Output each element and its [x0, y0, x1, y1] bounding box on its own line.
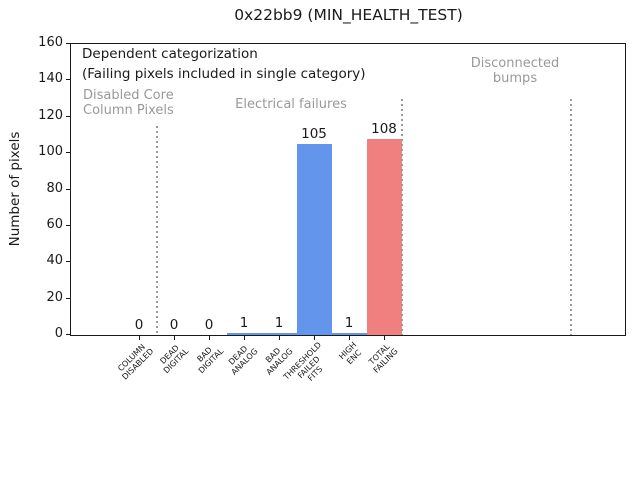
- x-tick-label: HIGH ENC: [337, 340, 364, 367]
- x-tick-mark: [174, 336, 175, 340]
- x-tick-mark: [244, 336, 245, 340]
- y-tick-label: 100: [38, 144, 63, 160]
- annotation-method-line1: Dependent categorization: [82, 46, 258, 62]
- region-separator-dotted-line: [400, 98, 403, 335]
- y-tick-mark: [66, 334, 70, 335]
- x-tick-label: TOTAL FAILING: [367, 342, 400, 375]
- y-tick-mark: [66, 224, 70, 226]
- y-tick-label: 120: [38, 107, 63, 123]
- bar-dead-analog: [227, 333, 262, 335]
- y-tick-mark: [66, 297, 70, 299]
- y-tick-label: 60: [46, 216, 63, 232]
- plot-area: Dependent categorization (Failing pixels…: [38, 36, 626, 383]
- region-label-disabled-core: Disabled Core Column Pixels: [83, 88, 174, 118]
- y-tick-label: 160: [38, 35, 63, 50]
- y-tick-mark: [66, 79, 70, 81]
- y-tick-label: 80: [46, 180, 63, 196]
- chart-title: 0x22bb9 (MIN_HEALTH_TEST): [234, 6, 463, 24]
- x-tick-mark: [279, 336, 280, 340]
- region-separator-dotted-line: [570, 98, 573, 335]
- bar-value-label: 0: [204, 317, 214, 333]
- x-tick-label: DEAD DIGITAL: [158, 343, 190, 376]
- x-tick-label: DEAD ANALOG: [227, 344, 260, 377]
- bar-high-enc: [332, 333, 367, 335]
- y-tick-label: 40: [46, 253, 63, 269]
- bar-value-label: 105: [301, 126, 327, 142]
- bar-value-label: 1: [344, 315, 354, 331]
- bar-value-label: 0: [169, 317, 179, 333]
- y-tick-mark: [66, 261, 70, 263]
- x-tick-mark: [349, 336, 350, 340]
- bar-threshold-failed-fits: [297, 144, 332, 335]
- x-tick-mark: [139, 336, 140, 340]
- x-tick-label: BAD DIGITAL: [195, 345, 225, 376]
- x-tick-mark: [314, 336, 315, 340]
- y-tick-label: 140: [38, 71, 63, 87]
- y-tick-label: 20: [46, 289, 63, 305]
- bar-value-label: 1: [274, 315, 284, 331]
- y-tick-mark: [66, 152, 70, 154]
- y-tick-mark: [66, 188, 70, 190]
- bar-bad-analog: [262, 333, 297, 335]
- y-tick-mark: [66, 43, 70, 44]
- region-label-electrical-failures: Electrical failures: [235, 97, 347, 112]
- annotation-method-line2: (Failing pixels included in single categ…: [82, 66, 366, 82]
- x-tick-label: COLUMN DISABLED: [115, 342, 155, 382]
- region-label-disconnected-bumps: Disconnected bumps: [470, 56, 560, 86]
- y-axis-label: Number of pixels: [7, 131, 23, 247]
- bar-value-label: 1: [239, 315, 249, 331]
- bar-total-failing: [367, 139, 402, 335]
- region-separator-dotted-line: [155, 125, 158, 335]
- x-tick-mark: [209, 336, 210, 340]
- bar-value-label: 108: [371, 121, 397, 137]
- x-tick-mark: [384, 336, 385, 340]
- y-tick-mark: [66, 115, 70, 117]
- y-tick-label: 0: [54, 326, 63, 341]
- bar-value-label: 0: [134, 317, 144, 333]
